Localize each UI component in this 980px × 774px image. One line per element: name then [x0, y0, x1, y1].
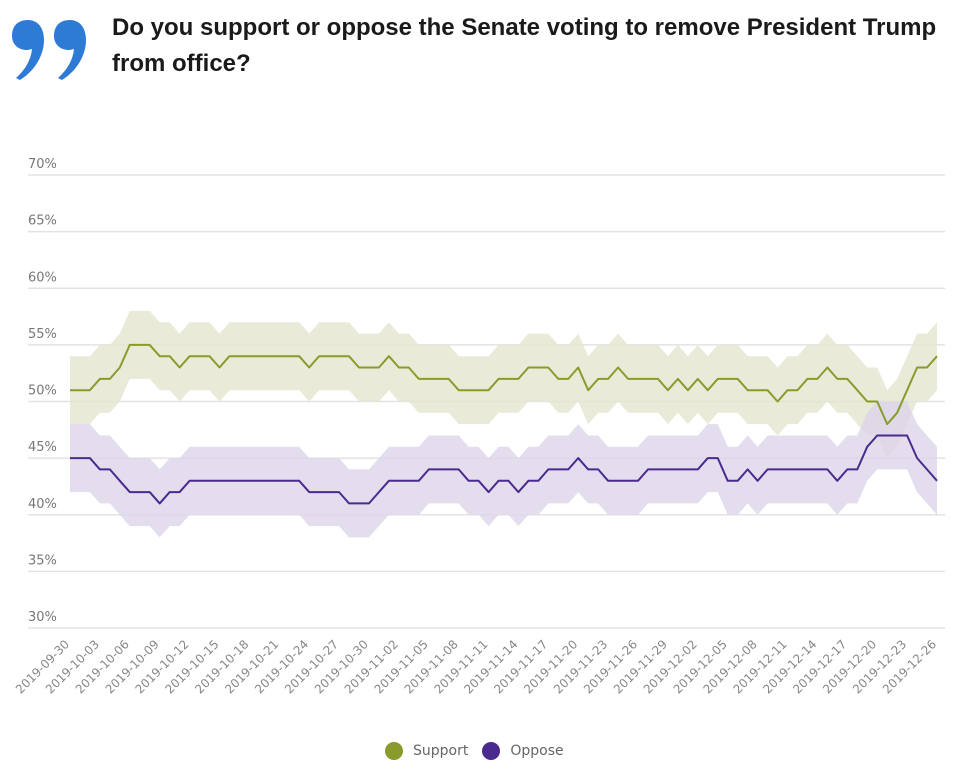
series-line-oppose[interactable]	[70, 434, 938, 505]
legend-label-support: Support	[413, 743, 469, 759]
y-tick-label: 70%	[28, 157, 57, 172]
y-tick-label: 50%	[28, 384, 57, 399]
confidence-band-support	[70, 310, 937, 459]
legend-swatch-support	[385, 742, 403, 760]
y-tick-label: 35%	[28, 553, 57, 568]
legend-item-oppose[interactable]: Oppose	[482, 742, 564, 760]
legend-label-oppose: Oppose	[510, 743, 564, 759]
y-tick-label: 40%	[28, 497, 57, 512]
y-tick-label: 45%	[28, 440, 57, 455]
line-chart: 30%35%40%45%50%55%60%65%70% 2019-09-3020…	[13, 157, 945, 696]
y-tick-label: 65%	[28, 214, 57, 229]
quote-icon	[12, 20, 86, 80]
legend-swatch-oppose	[482, 742, 501, 760]
legend: Support Oppose	[385, 742, 578, 760]
confidence-band-oppose	[70, 401, 937, 538]
y-tick-label: 55%	[28, 327, 57, 342]
legend-item-support[interactable]: Support	[385, 742, 468, 760]
chart-title: Do you support or oppose the Senate voti…	[112, 14, 937, 77]
series-line-support[interactable]	[70, 343, 938, 426]
y-tick-label: 30%	[28, 610, 57, 625]
y-tick-label: 60%	[28, 270, 57, 285]
